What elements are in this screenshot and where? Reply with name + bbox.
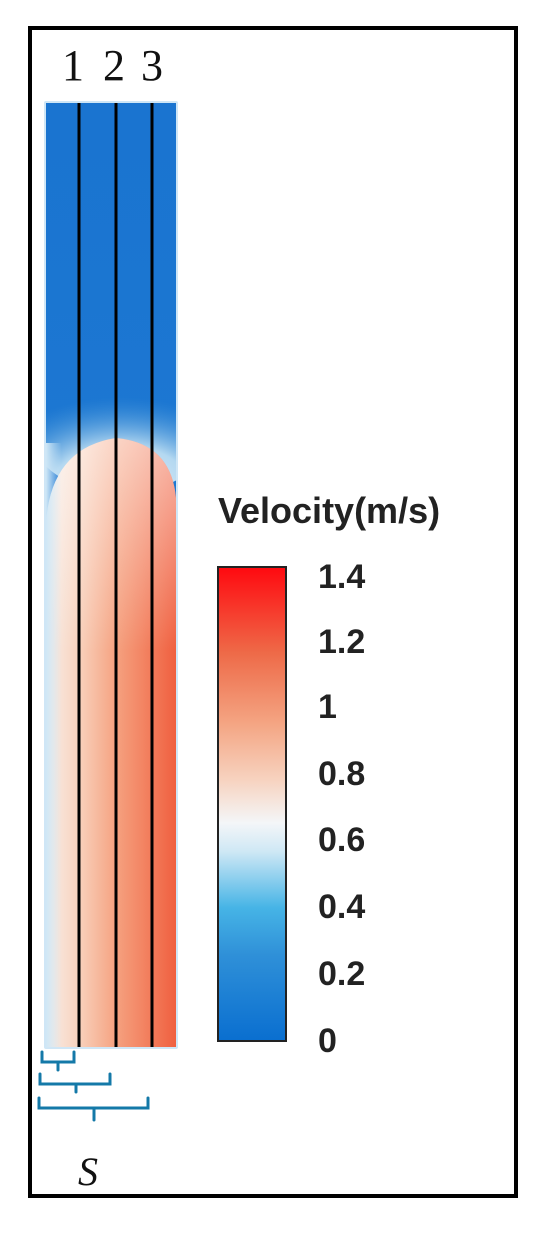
colorbar-tick-1.4: 1.4	[318, 558, 366, 596]
colorbar-tick-0.2: 0.2	[318, 955, 366, 993]
colorbar-tick-0: 0	[318, 1022, 337, 1060]
colorbar-tick-0.6: 0.6	[318, 821, 366, 859]
spacing-label: S	[78, 1149, 98, 1194]
velocity-contour-plot	[46, 103, 176, 1047]
line-label-1: 1	[62, 41, 84, 90]
line-label-2: 2	[103, 41, 125, 90]
velocity-colorbar	[217, 566, 287, 1042]
velocity-contour-channel	[44, 101, 178, 1049]
line-label-3: 3	[141, 41, 163, 90]
colorbar-tick-1: 1	[318, 688, 337, 726]
colorbar-tick-0.8: 0.8	[318, 755, 366, 793]
bracket-line-3	[37, 1096, 150, 1110]
colorbar-tick-1.2: 1.2	[318, 623, 366, 661]
legend-title: Velocity(m/s)	[218, 490, 441, 531]
bracket-line-2	[38, 1072, 112, 1086]
colorbar-tick-0.4: 0.4	[318, 888, 366, 926]
spacing-brackets	[37, 1050, 150, 1122]
